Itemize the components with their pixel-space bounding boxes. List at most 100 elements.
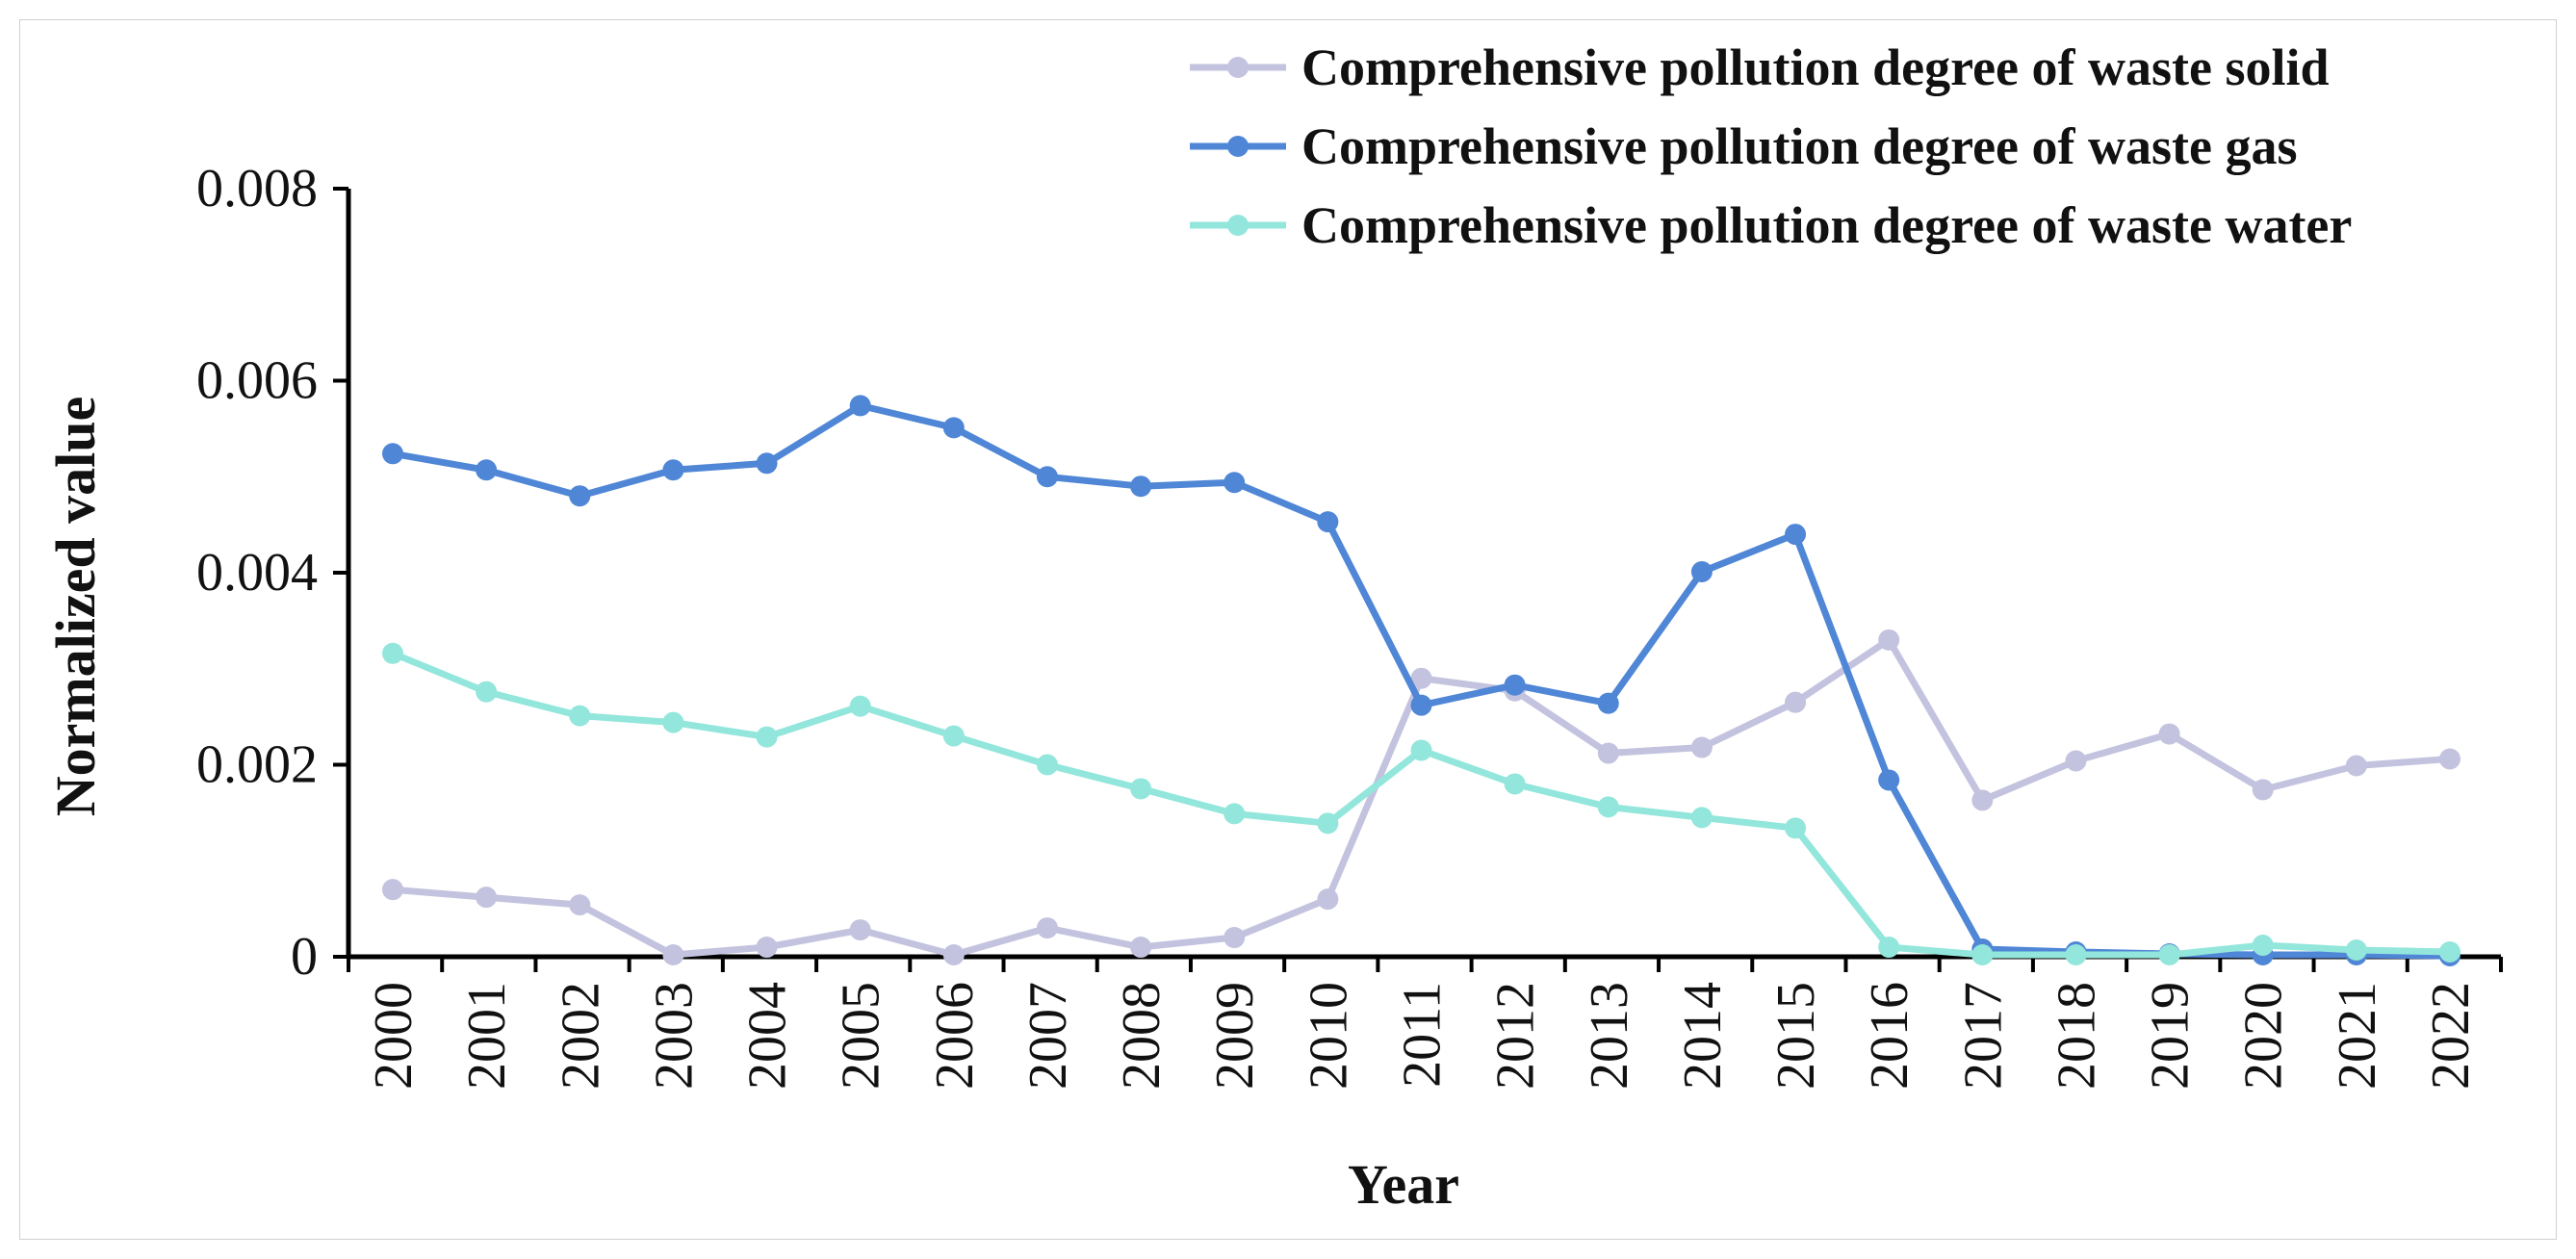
y-tick-label: 0.006 (196, 351, 318, 411)
x-tick-label: 2020 (2234, 982, 2294, 1090)
data-point (1224, 472, 1246, 494)
data-point (662, 944, 684, 966)
data-point (1597, 796, 1619, 818)
x-tick-label: 2009 (1205, 982, 1265, 1090)
x-tick-label: 2013 (1580, 982, 1639, 1090)
data-point (476, 886, 498, 909)
x-tick-label: 2000 (364, 982, 424, 1090)
data-point (382, 443, 403, 465)
y-tick-label: 0 (291, 927, 318, 987)
chart-frame (19, 19, 2557, 1240)
y-axis-title: Normalized value (44, 397, 107, 817)
x-tick-label: 2014 (1673, 982, 1733, 1090)
x-tick-label: 2001 (457, 982, 517, 1090)
x-tick-label: 2017 (1953, 982, 2013, 1090)
legend-swatch-marker (1227, 136, 1249, 157)
data-point (2439, 748, 2460, 770)
x-tick-label: 2002 (551, 982, 610, 1090)
x-tick-label: 2019 (2141, 982, 2201, 1090)
data-point (1878, 769, 1900, 791)
legend-label: Comprehensive pollution degree of waste … (1301, 196, 2352, 254)
data-point (942, 417, 965, 439)
legend-item: Comprehensive pollution degree of waste … (1190, 196, 2352, 254)
data-point (849, 695, 871, 717)
data-point (2158, 723, 2180, 745)
x-tick-label: 2005 (832, 982, 891, 1090)
data-point (569, 485, 591, 507)
data-point (1410, 739, 1432, 761)
data-point (476, 681, 498, 703)
series-layer (382, 395, 2460, 967)
data-point (1317, 888, 1339, 911)
data-point (662, 459, 684, 481)
data-point (476, 459, 498, 481)
legend-item: Comprehensive pollution degree of waste … (1190, 117, 2297, 175)
data-point (2252, 935, 2274, 957)
x-tick-label: 2011 (1393, 982, 1453, 1088)
legend-label: Comprehensive pollution degree of waste … (1301, 39, 2330, 96)
data-point (1597, 742, 1619, 764)
data-point (1317, 812, 1339, 835)
data-point (2439, 941, 2460, 964)
data-point (942, 944, 965, 966)
series-0 (382, 629, 2460, 966)
data-point (942, 725, 965, 747)
data-point (1785, 691, 1807, 713)
data-point (756, 937, 778, 959)
legend-swatch-marker (1227, 215, 1249, 236)
data-point (1878, 937, 1900, 959)
data-point (849, 395, 871, 417)
axes (346, 189, 2501, 960)
data-point (2065, 750, 2087, 772)
data-point (1410, 667, 1432, 689)
data-point (1036, 917, 1058, 939)
data-point (1224, 927, 1246, 949)
data-point (2158, 944, 2180, 966)
data-point (1878, 629, 1900, 651)
x-tick-label: 2003 (644, 982, 704, 1090)
data-point (1785, 524, 1807, 546)
data-point (2065, 944, 2087, 966)
data-point (1130, 778, 1152, 800)
x-tick-label: 2021 (2328, 982, 2387, 1090)
x-tick-label: 2018 (2047, 982, 2106, 1090)
data-point (382, 642, 403, 664)
data-point (2252, 779, 2274, 801)
x-tick-label: 2006 (925, 982, 985, 1090)
data-point (2345, 939, 2367, 962)
data-point (756, 452, 778, 475)
data-point (1410, 694, 1432, 716)
data-point (382, 879, 403, 901)
data-point (1130, 475, 1152, 498)
data-point (569, 705, 591, 727)
data-point (1971, 944, 1994, 966)
data-point (849, 919, 871, 941)
legend-label: Comprehensive pollution degree of waste … (1301, 117, 2297, 175)
x-tick-label: 2022 (2421, 982, 2481, 1090)
x-tick-label: 2008 (1112, 982, 1172, 1090)
data-point (569, 894, 591, 916)
y-ticks: 0 0.002 0.004 0.006 0.008 (196, 159, 348, 987)
data-point (1690, 736, 1713, 758)
x-ticks: 2000 2001 2002 2003 2004 2005 2006 2007 2008 2009… (347, 957, 2503, 1090)
data-point (2345, 755, 2367, 777)
data-point (1224, 803, 1246, 825)
y-tick-label: 0.008 (196, 159, 318, 218)
legend: Comprehensive pollution degree of waste … (1190, 39, 2352, 254)
data-point (1597, 692, 1619, 714)
data-point (1036, 466, 1058, 488)
x-tick-label: 2004 (738, 982, 798, 1090)
legend-item: Comprehensive pollution degree of waste … (1190, 39, 2330, 96)
series-2 (382, 642, 2460, 966)
data-point (1971, 789, 1994, 811)
y-tick-label: 0.004 (196, 543, 318, 603)
x-tick-label: 2015 (1766, 982, 1826, 1090)
x-tick-label: 2012 (1486, 982, 1546, 1090)
data-point (1690, 561, 1713, 583)
data-point (756, 726, 778, 748)
data-point (1785, 817, 1807, 839)
data-point (1504, 773, 1526, 795)
data-point (1690, 807, 1713, 829)
x-axis-title: Year (1348, 1153, 1459, 1216)
